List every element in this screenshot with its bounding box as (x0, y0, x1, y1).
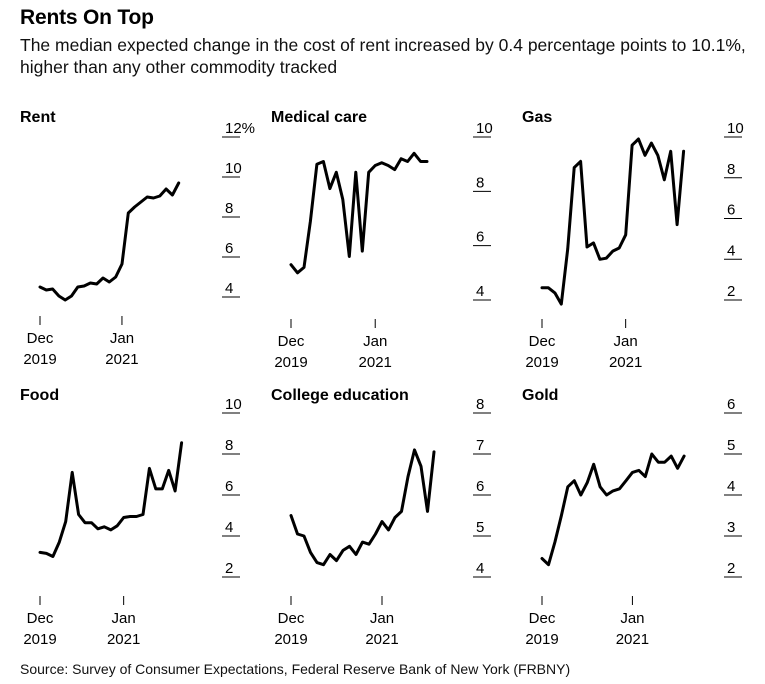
x-tick-label: 2021 (107, 631, 140, 648)
y-tick-label: 12% (225, 120, 255, 137)
x-tick-label: 2021 (365, 631, 398, 648)
y-tick-label: 10 (225, 160, 242, 177)
series-line (289, 448, 436, 567)
y-tick-label: 4 (225, 280, 233, 297)
x-tick-label: Jan (110, 330, 134, 347)
x-tick-label: 2021 (359, 354, 392, 371)
x-tick-label: Dec (529, 610, 556, 627)
x-tick-label: Dec (27, 330, 54, 347)
x-tick-label: 2019 (525, 354, 558, 371)
y-tick-label: 8 (727, 161, 735, 178)
y-tick-label: 10 (225, 396, 242, 413)
series-line (289, 151, 429, 275)
x-tick-label: 2019 (23, 631, 56, 648)
panel-rent: Rent 4 6 8 10 12% Dec 2019 Jan 2021 (20, 109, 255, 368)
x-tick-label: Jan (370, 610, 394, 627)
x-tick-label: 2019 (274, 354, 307, 371)
y-tick-label: 6 (727, 202, 735, 219)
panel-title: College education (271, 387, 409, 404)
x-tick-label: 2021 (609, 354, 642, 371)
panel-medical-care: Medical care 4 6 8 10 Dec 2019 Jan 2021 (271, 109, 493, 371)
panel-title: Gas (522, 109, 552, 126)
panel-title: Medical care (271, 109, 367, 126)
y-tick-label: 4 (476, 283, 484, 300)
y-tick-label: 4 (225, 519, 233, 536)
y-tick-label: 2 (225, 560, 233, 577)
x-tick-label: Dec (278, 610, 305, 627)
x-tick-label: 2019 (274, 631, 307, 648)
series-line (540, 137, 686, 306)
y-tick-label: 3 (727, 519, 735, 536)
y-tick-label: 4 (727, 242, 735, 259)
x-tick-label: Dec (278, 333, 305, 350)
x-tick-label: 2019 (525, 631, 558, 648)
x-tick-label: 2019 (23, 351, 56, 368)
x-tick-label: 2021 (616, 631, 649, 648)
panel-gold: Gold 2 3 4 5 6 Dec 2019 Jan 2021 (522, 387, 742, 648)
x-tick-label: Jan (614, 333, 638, 350)
y-tick-label: 5 (476, 519, 484, 536)
y-tick-label: 8 (476, 396, 484, 413)
y-tick-label: 8 (225, 437, 233, 454)
y-tick-label: 5 (727, 437, 735, 454)
source-note: Source: Survey of Consumer Expectations,… (20, 661, 571, 677)
panel-college-education: College education 4 5 6 7 8 Dec 2019 Jan 2021 (271, 387, 491, 648)
y-tick-label: 8 (476, 174, 484, 191)
y-tick-label: 4 (727, 478, 735, 495)
y-tick-label: 10 (476, 120, 493, 137)
x-tick-label: 2021 (105, 351, 138, 368)
y-tick-label: 8 (225, 200, 233, 217)
panel-title: Food (20, 387, 59, 404)
x-tick-label: Jan (363, 333, 387, 350)
y-tick-label: 6 (225, 240, 233, 257)
x-tick-label: Dec (27, 610, 54, 627)
y-tick-label: 2 (727, 283, 735, 300)
y-tick-label: 7 (476, 437, 484, 454)
series-line (38, 441, 184, 558)
chart-title: Rents On Top (20, 6, 154, 29)
y-tick-label: 10 (727, 120, 744, 137)
chart-subtitle: The median expected change in the cost o… (20, 35, 746, 77)
panel-title: Gold (522, 387, 558, 404)
x-tick-label: Dec (529, 333, 556, 350)
series-line (540, 452, 686, 567)
y-tick-label: 6 (225, 478, 233, 495)
x-tick-label: Jan (620, 610, 644, 627)
y-tick-label: 4 (476, 560, 484, 577)
y-tick-label: 2 (727, 560, 735, 577)
panel-title: Rent (20, 109, 56, 126)
y-tick-label: 6 (476, 229, 484, 246)
series-line (38, 181, 181, 302)
x-tick-label: Jan (112, 610, 136, 627)
y-tick-label: 6 (727, 396, 735, 413)
panel-gas: Gas 2 4 6 8 10 Dec 2019 Jan 2021 (522, 109, 744, 371)
panel-food: Food 2 4 6 8 10 Dec 2019 Jan 2021 (20, 387, 242, 648)
y-tick-label: 6 (476, 478, 484, 495)
